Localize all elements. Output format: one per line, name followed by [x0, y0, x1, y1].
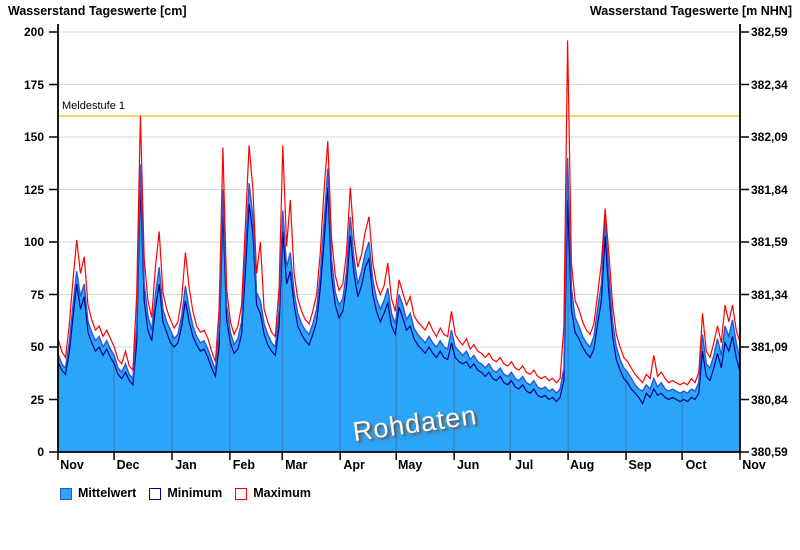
maximum-swatch-icon: [235, 487, 248, 500]
x-axis-month-label: Sep: [628, 458, 652, 472]
y-axis-left-tick-label: 125: [23, 182, 44, 197]
x-axis-month-label: Mar: [285, 458, 308, 472]
y-axis-right-tick-label: 380,59: [751, 445, 788, 459]
right-axis-title: Wasserstand Tageswerte [m NHN]: [589, 4, 792, 18]
x-axis-month-label: Nov: [60, 458, 84, 472]
y-axis-left-tick-label: 150: [23, 130, 44, 144]
legend-item-maximum: Maximum: [235, 486, 311, 501]
x-axis-month-label: Apr: [343, 458, 365, 472]
y-axis-right-tick-label: 381,09: [751, 340, 788, 354]
y-axis-right-tick-label: 382,59: [751, 25, 788, 39]
x-axis-month-label: Jan: [175, 458, 197, 472]
x-axis-month-label: Feb: [232, 458, 255, 472]
minimum-swatch-icon: [149, 487, 162, 500]
x-axis-month-label: Oct: [685, 458, 707, 472]
y-axis-left-tick-label: 175: [23, 77, 44, 92]
y-axis-right-tick-label: 382,34: [751, 77, 788, 92]
legend-item-mittelwert: Mittelwert: [60, 486, 136, 501]
y-axis-left-tick-label: 200: [23, 25, 44, 39]
y-axis-left-tick-label: 0: [37, 445, 44, 459]
x-axis-month-label: Jun: [456, 458, 480, 472]
legend-label-minimum: Minimum: [167, 486, 223, 500]
legend-label-maximum: Maximum: [253, 486, 311, 500]
y-axis-right-tick-label: 380,84: [751, 392, 788, 407]
legend-label-mittelwert: Mittelwert: [78, 486, 137, 500]
x-axis-month-label: Aug: [569, 458, 595, 472]
x-axis-month-label: Dec: [116, 458, 140, 472]
mittelwert-swatch-icon: [60, 487, 72, 500]
y-axis-right-tick-label: 381,59: [751, 235, 788, 249]
y-axis-left-tick-label: 100: [23, 235, 44, 249]
y-axis-right-tick-label: 381,84: [751, 182, 788, 197]
y-axis-right-tick-label: 381,34: [751, 287, 788, 302]
threshold-label: Meldestufe 1: [62, 100, 125, 112]
y-axis-left-tick-label: 25: [30, 392, 44, 407]
y-axis-left-tick-label: 75: [30, 287, 44, 302]
x-axis-month-label: May: [398, 458, 423, 472]
y-axis-right-tick-label: 382,09: [751, 130, 788, 144]
legend-item-minimum: Minimum: [149, 486, 222, 501]
y-axis-left-tick-label: 50: [30, 340, 44, 354]
legend: Mittelwert Minimum Maximum: [60, 486, 311, 501]
left-axis-title: Wasserstand Tageswerte [cm]: [8, 4, 187, 18]
x-axis-month-label: Jul: [515, 458, 534, 472]
x-axis-month-label: Nov: [742, 458, 766, 472]
